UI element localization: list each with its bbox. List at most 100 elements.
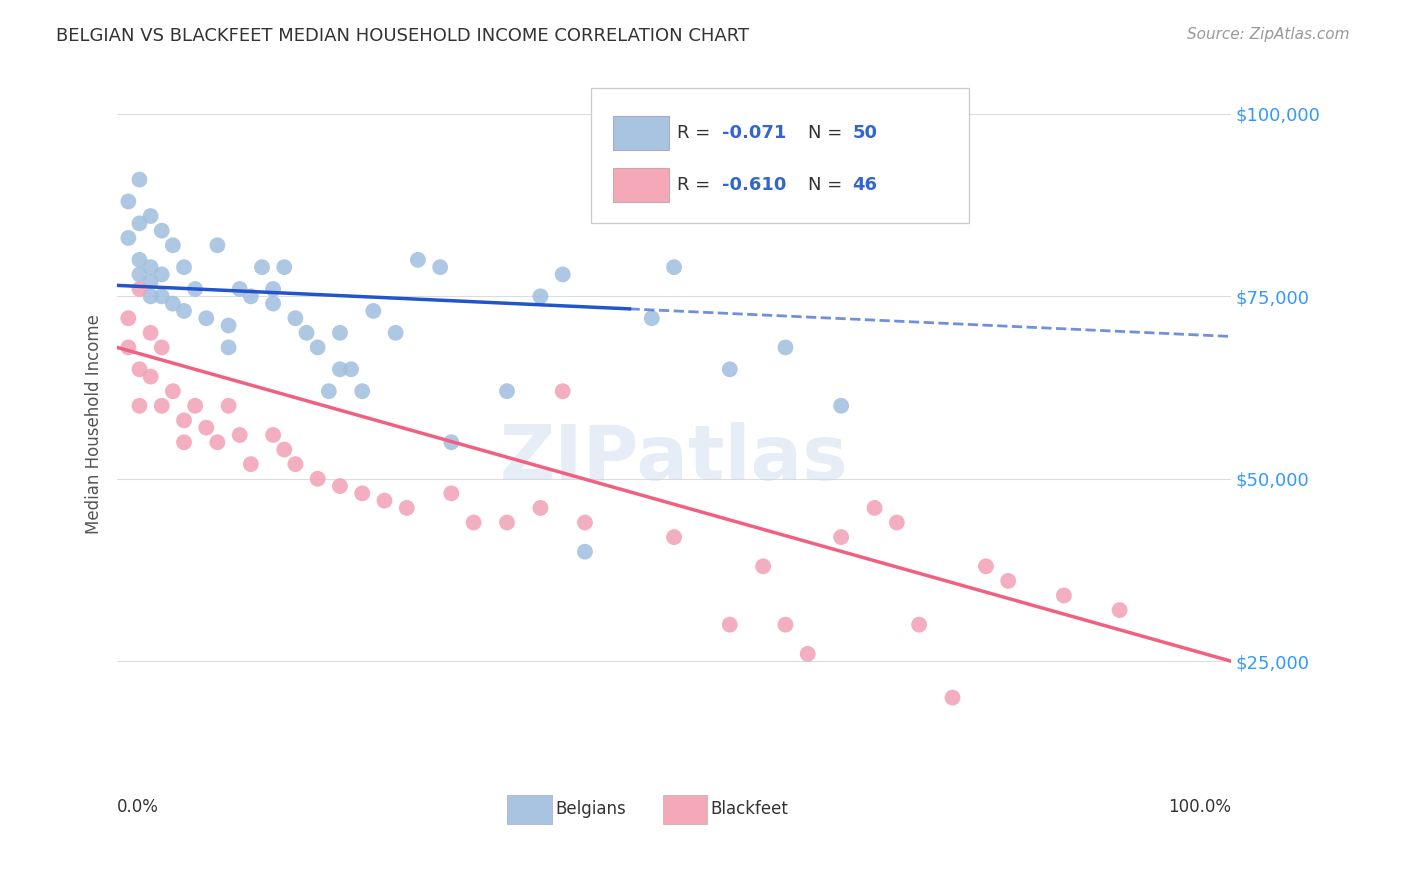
Point bbox=[184, 399, 207, 413]
Point bbox=[139, 326, 162, 340]
Point bbox=[830, 399, 852, 413]
Text: ZIPatlas: ZIPatlas bbox=[499, 422, 848, 496]
Point bbox=[574, 516, 596, 530]
Point bbox=[641, 311, 664, 326]
Point bbox=[273, 442, 295, 457]
Point bbox=[139, 260, 162, 274]
Point bbox=[352, 486, 374, 500]
Point bbox=[863, 500, 886, 515]
Point bbox=[250, 260, 273, 274]
Point bbox=[162, 296, 184, 310]
Point bbox=[284, 457, 307, 471]
Text: N =: N = bbox=[807, 176, 848, 194]
Point bbox=[150, 268, 173, 282]
Point bbox=[150, 399, 173, 413]
Point bbox=[139, 369, 162, 384]
Point bbox=[340, 362, 363, 376]
Point bbox=[295, 326, 318, 340]
Point bbox=[128, 216, 150, 230]
Point bbox=[830, 530, 852, 544]
Point bbox=[150, 340, 173, 354]
Text: -0.610: -0.610 bbox=[721, 176, 786, 194]
Text: Belgians: Belgians bbox=[555, 800, 626, 818]
Point bbox=[195, 420, 218, 434]
Point bbox=[886, 516, 908, 530]
Point bbox=[207, 435, 229, 450]
Point bbox=[173, 260, 195, 274]
Point bbox=[395, 500, 418, 515]
Point bbox=[775, 340, 797, 354]
Point bbox=[195, 311, 218, 326]
Point bbox=[218, 399, 240, 413]
Point bbox=[128, 282, 150, 296]
Point bbox=[752, 559, 775, 574]
Point bbox=[496, 384, 519, 399]
Point bbox=[162, 238, 184, 252]
Point bbox=[496, 516, 519, 530]
Point bbox=[128, 172, 150, 186]
Point bbox=[329, 326, 352, 340]
Point bbox=[228, 428, 250, 442]
Text: -0.071: -0.071 bbox=[721, 124, 786, 142]
Point bbox=[974, 559, 997, 574]
Point bbox=[329, 362, 352, 376]
Point bbox=[184, 282, 207, 296]
Text: N =: N = bbox=[807, 124, 848, 142]
FancyBboxPatch shape bbox=[613, 168, 668, 202]
Point bbox=[307, 472, 329, 486]
Point bbox=[218, 340, 240, 354]
Point bbox=[529, 289, 551, 303]
Point bbox=[284, 311, 307, 326]
Point bbox=[139, 289, 162, 303]
Point bbox=[150, 289, 173, 303]
Point bbox=[128, 399, 150, 413]
Point bbox=[463, 516, 485, 530]
Point bbox=[173, 435, 195, 450]
Point bbox=[239, 289, 262, 303]
Point bbox=[128, 362, 150, 376]
Point bbox=[775, 617, 797, 632]
FancyBboxPatch shape bbox=[613, 116, 668, 150]
Text: 0.0%: 0.0% bbox=[117, 798, 159, 816]
Point bbox=[551, 384, 574, 399]
Text: R =: R = bbox=[678, 176, 717, 194]
Point bbox=[207, 238, 229, 252]
Point bbox=[117, 340, 139, 354]
Text: BELGIAN VS BLACKFEET MEDIAN HOUSEHOLD INCOME CORRELATION CHART: BELGIAN VS BLACKFEET MEDIAN HOUSEHOLD IN… bbox=[56, 27, 749, 45]
Text: 46: 46 bbox=[852, 176, 877, 194]
Point bbox=[718, 362, 741, 376]
Point bbox=[329, 479, 352, 493]
Point bbox=[384, 326, 406, 340]
FancyBboxPatch shape bbox=[664, 795, 707, 824]
FancyBboxPatch shape bbox=[508, 795, 551, 824]
Point bbox=[128, 252, 150, 267]
Text: R =: R = bbox=[678, 124, 717, 142]
Point bbox=[1108, 603, 1130, 617]
Point bbox=[997, 574, 1019, 588]
Text: Source: ZipAtlas.com: Source: ZipAtlas.com bbox=[1187, 27, 1350, 42]
Point bbox=[228, 282, 250, 296]
Point bbox=[529, 500, 551, 515]
Point bbox=[262, 282, 284, 296]
Point bbox=[908, 617, 931, 632]
Point bbox=[173, 304, 195, 318]
Point bbox=[440, 435, 463, 450]
Point bbox=[551, 268, 574, 282]
Point bbox=[352, 384, 374, 399]
Point bbox=[1053, 589, 1076, 603]
Point bbox=[162, 384, 184, 399]
Text: 50: 50 bbox=[852, 124, 877, 142]
Point bbox=[139, 275, 162, 289]
Point bbox=[173, 413, 195, 427]
Point bbox=[941, 690, 963, 705]
Point bbox=[117, 194, 139, 209]
FancyBboxPatch shape bbox=[591, 87, 969, 223]
Point bbox=[718, 617, 741, 632]
Point bbox=[262, 296, 284, 310]
Point bbox=[307, 340, 329, 354]
Point bbox=[429, 260, 451, 274]
Point bbox=[117, 231, 139, 245]
Point bbox=[440, 486, 463, 500]
Point bbox=[662, 260, 685, 274]
Text: Blackfeet: Blackfeet bbox=[711, 800, 789, 818]
